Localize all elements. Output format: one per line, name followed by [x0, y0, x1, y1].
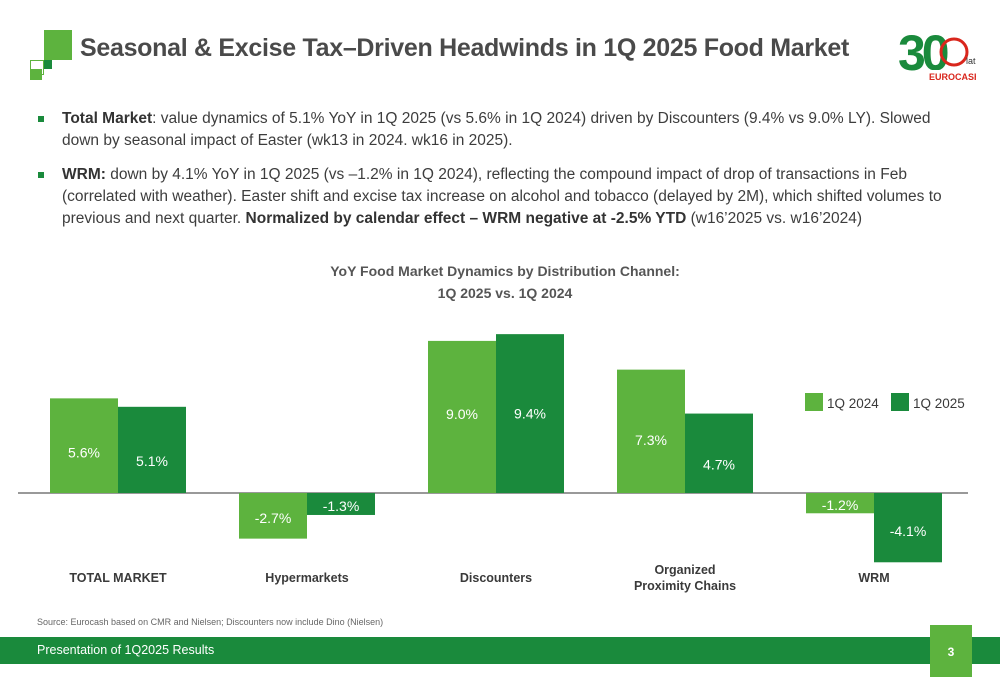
category-label: Hypermarkets — [265, 571, 348, 585]
data-label: 5.6% — [68, 444, 100, 460]
bar-1q2024 — [617, 369, 685, 493]
bullet-wrm: WRM: down by 4.1% YoY in 1Q 2025 (vs –1.… — [36, 164, 956, 230]
category-label: Organized — [654, 563, 715, 577]
legend-label: 1Q 2024 — [827, 396, 879, 411]
category-label: Discounters — [460, 571, 532, 585]
summary-bullets: Total Market: value dynamics of 5.1% YoY… — [36, 108, 956, 242]
category-label: Proximity Chains — [634, 579, 736, 593]
bar-1q2024 — [428, 340, 496, 493]
brand-suffix: lat — [966, 56, 976, 66]
brand-name: EUROCASH — [929, 72, 976, 82]
legend-label: 1Q 2025 — [913, 396, 965, 411]
bar-1q2025 — [496, 334, 564, 493]
header-logo-squares — [30, 30, 75, 80]
data-label: 7.3% — [635, 432, 667, 448]
page-number: 3 — [947, 645, 955, 659]
bullet-total-market: Total Market: value dynamics of 5.1% YoY… — [36, 108, 956, 152]
bar-1q2025 — [118, 406, 186, 493]
bar-1q2024 — [806, 493, 874, 514]
chart-title: YoY Food Market Dynamics by Distribution… — [290, 260, 720, 304]
data-label: 5.1% — [136, 453, 168, 469]
bullet-marker — [38, 172, 44, 178]
data-label: 9.4% — [514, 406, 546, 422]
data-label: -1.3% — [323, 498, 360, 514]
source-note: Source: Eurocash based on CMR and Nielse… — [37, 617, 384, 627]
data-label: -1.2% — [822, 497, 859, 513]
page-title: Seasonal & Excise Tax–Driven Headwinds i… — [80, 34, 850, 62]
bar-1q2025 — [307, 493, 375, 515]
page-number-box — [930, 625, 972, 677]
bar-1q2024 — [50, 398, 118, 493]
footer-presentation-label: Presentation of 1Q2025 Results — [37, 643, 215, 657]
bar-1q2024 — [239, 493, 307, 539]
footer-bar — [0, 637, 1000, 664]
data-label: -2.7% — [255, 510, 292, 526]
data-label: 9.0% — [446, 406, 478, 422]
eurocash-30-logo: 30 lat EUROCASH — [898, 25, 976, 82]
chart-subtitle: 1Q 2025 vs. 1Q 2024 — [437, 285, 573, 301]
data-label: -4.1% — [890, 523, 927, 539]
bullet-marker — [38, 116, 44, 122]
bar-1q2025 — [685, 413, 753, 493]
bar-1q2025 — [874, 493, 942, 563]
category-label: TOTAL MARKET — [69, 571, 167, 585]
legend-swatch — [891, 393, 909, 411]
category-label: WRM — [858, 571, 889, 585]
legend-swatch — [805, 393, 823, 411]
data-label: 4.7% — [703, 456, 735, 472]
